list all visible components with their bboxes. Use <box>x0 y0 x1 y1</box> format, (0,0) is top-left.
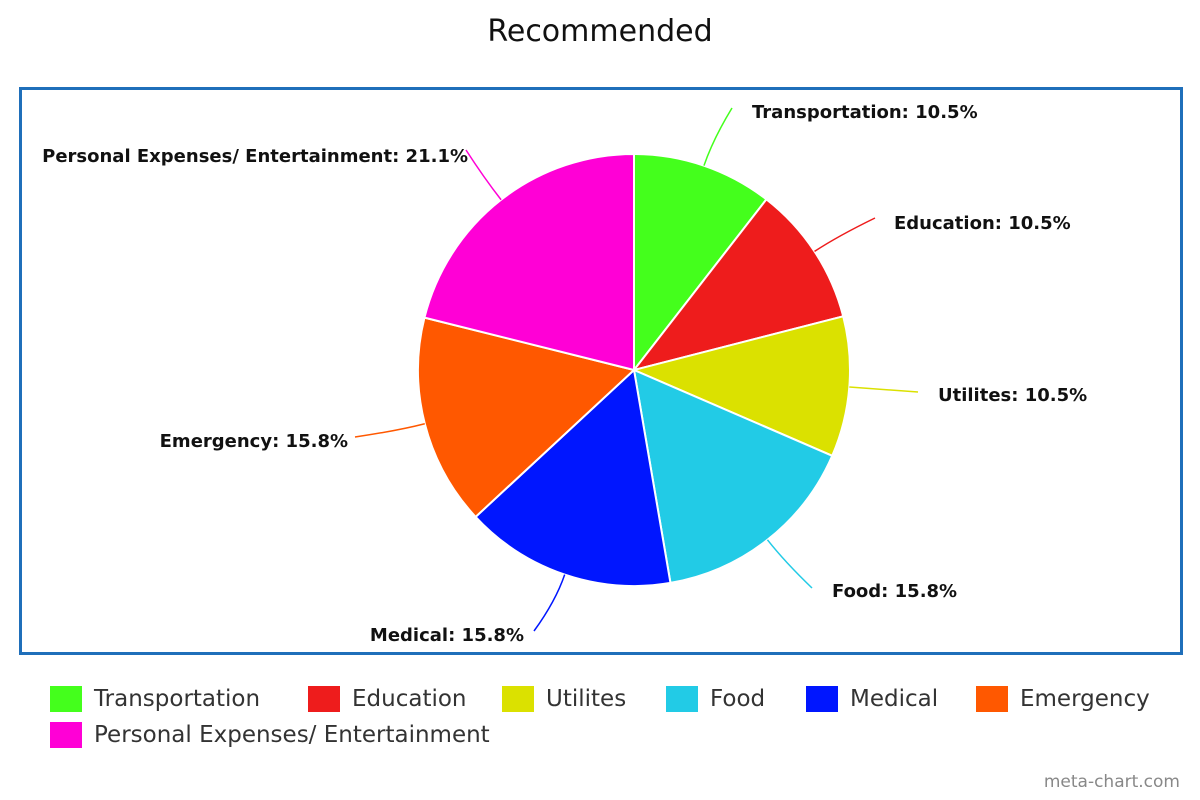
slice-label-transportation: Transportation: 10.5% <box>752 102 978 123</box>
legend-swatch-transportation <box>50 686 82 712</box>
legend-item-food[interactable]: Food <box>666 686 765 712</box>
connector-transportation <box>703 107 733 166</box>
legend-item-education[interactable]: Education <box>308 686 467 712</box>
legend-item-emergency[interactable]: Emergency <box>976 686 1150 712</box>
chart-frame <box>19 87 1183 655</box>
legend-label-emergency: Emergency <box>1020 686 1150 712</box>
pie-slice-food[interactable] <box>632 368 834 585</box>
pie-slice-medical[interactable] <box>474 368 672 587</box>
legend-item-medical[interactable]: Medical <box>806 686 938 712</box>
slice-label-personal-expenses-entertainment: Personal Expenses/ Entertainment: 21.1% <box>42 146 468 167</box>
connector-emergency <box>354 422 425 438</box>
pie-slice-education[interactable] <box>631 197 845 372</box>
chart-title: Recommended <box>487 14 713 49</box>
pie-slice-transportation[interactable] <box>633 152 768 373</box>
legend-swatch-medical <box>806 686 838 712</box>
credit-link[interactable]: meta-chart.com <box>1043 772 1180 792</box>
legend-label-transportation: Transportation <box>94 686 261 712</box>
legend-label-medical: Medical <box>850 686 939 712</box>
legend-label-education: Education <box>352 686 467 712</box>
legend-swatch-emergency <box>976 686 1008 712</box>
legend-swatch-personal-expenses <box>50 722 82 748</box>
legend-swatch-food <box>666 686 698 712</box>
slice-label-medical: Medical: 15.8% <box>370 625 524 646</box>
legend-swatch-education <box>308 686 340 712</box>
legend-item-transportation[interactable]: Transportation <box>50 686 260 712</box>
legend-item-personal-expenses[interactable]: Personal Expenses/ Entertainment <box>50 722 490 748</box>
slice-label-education: Education: 10.5% <box>894 213 1071 234</box>
connector-personal-expenses-entertainment <box>465 149 502 201</box>
connector-education <box>814 217 876 253</box>
connector-utilites <box>849 386 919 393</box>
pie-slice-personal-expenses-entertainment[interactable] <box>423 152 635 372</box>
slice-label-utilites: Utilites: 10.5% <box>938 385 1087 406</box>
slice-label-emergency: Emergency: 15.8% <box>160 431 348 452</box>
slice-label-food: Food: 15.8% <box>832 581 957 602</box>
legend-swatch-utilites <box>502 686 534 712</box>
legend-item-utilites[interactable]: Utilites <box>502 686 626 712</box>
legend-label-utilites: Utilites <box>546 686 627 712</box>
legend-label-food: Food <box>710 686 766 712</box>
connector-food <box>766 539 813 589</box>
legend-label-personal-expenses: Personal Expenses/ Entertainment <box>94 722 490 748</box>
pie-slice-emergency[interactable] <box>417 316 637 519</box>
connector-medical <box>533 574 566 632</box>
